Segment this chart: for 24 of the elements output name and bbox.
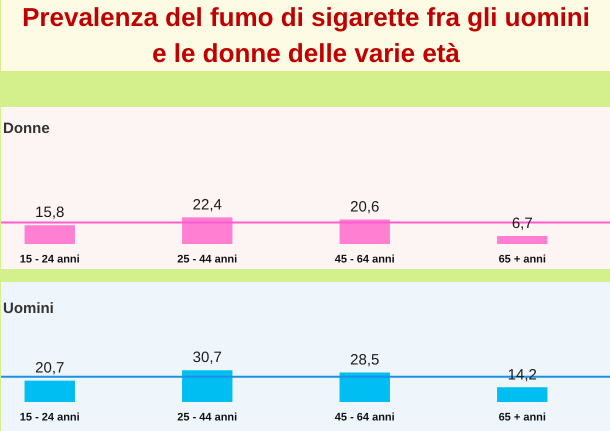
bar [182,217,232,244]
data-label: 20,6 [350,198,380,216]
data-label: 22,4 [192,196,222,214]
x-tick-label: 25 - 44 anni [177,254,238,266]
text: Prevalenza del fumo di sigarette fra gli uomini e le donne delle varie età [22,2,590,68]
data-label: 28,5 [350,352,380,369]
x-tick-label: 45 - 64 anni [334,412,395,424]
chart-title: Donne [3,120,50,137]
x-tick-label: 15 - 24 anni [20,412,80,424]
bar [182,370,232,402]
x-tick-label: 25 - 44 anni [177,412,238,424]
data-label: 20,7 [35,360,64,377]
bar [24,225,75,244]
data-label: 15,8 [35,204,64,222]
chart-title: Uomini [3,300,54,317]
data-label: 30,7 [192,349,222,366]
bar [497,387,548,402]
bar [340,372,390,402]
bar [497,236,548,244]
bar [24,380,75,402]
x-tick-label: 65 + anni [498,412,546,424]
x-tick-label: 45 - 64 anni [334,254,395,266]
x-tick-label: 65 + anni [498,254,546,266]
x-tick-label: 15 - 24 anni [20,254,80,266]
